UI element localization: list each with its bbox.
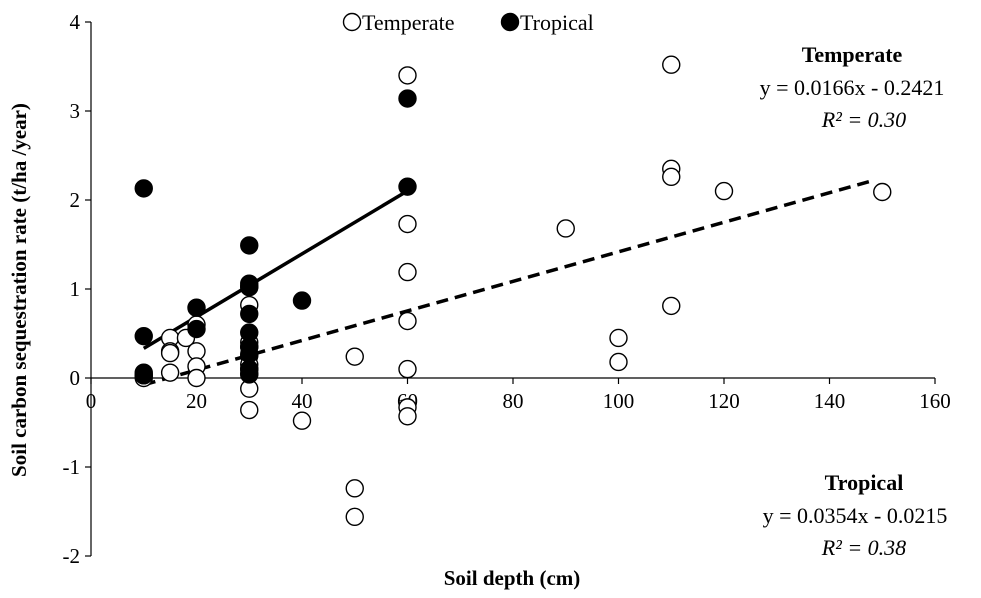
tropical-r-squared: R² = 0.38 [821,535,906,560]
data-point-tropical [188,321,205,338]
x-tick-label: 100 [603,389,635,413]
data-point-temperate [346,348,363,365]
data-point-temperate [399,264,416,281]
temperate-annotation-title: Temperate [802,42,903,67]
x-tick-label: 160 [919,389,951,413]
data-point-tropical [241,305,258,322]
data-point-temperate [188,370,205,387]
x-ticks: 020406080100120140160 [86,378,951,413]
legend: Temperate Tropical [344,10,594,35]
x-tick-label: 120 [708,389,740,413]
data-point-temperate [162,345,179,362]
data-point-temperate [399,361,416,378]
data-point-tropical [135,367,152,384]
legend-label-temperate: Temperate [362,10,455,35]
legend-label-tropical: Tropical [520,10,594,35]
data-point-tropical [399,178,416,195]
legend-marker-tropical [502,14,519,31]
data-point-temperate [399,216,416,233]
data-point-temperate [399,67,416,84]
temperate-r-squared: R² = 0.30 [821,107,906,132]
temperate-annotation: Temperate y = 0.0166x - 0.2421 R² = 0.30 [760,42,945,132]
tropical-equation: y = 0.0354x - 0.0215 [763,503,948,528]
data-point-temperate [610,329,627,346]
legend-marker-temperate [344,14,361,31]
data-point-temperate [716,183,733,200]
y-tick-label: 4 [70,10,81,34]
x-tick-label: 0 [86,389,97,413]
data-point-temperate [346,480,363,497]
y-tick-label: 3 [70,99,81,123]
data-point-tropical [241,278,258,295]
data-point-temperate [663,168,680,185]
data-point-tropical [188,299,205,316]
y-axis-title: Soil carbon sequestration rate (t/ha /ye… [7,103,31,477]
y-ticks: -2 -1 0 1 2 3 4 [63,10,92,568]
y-tick-label: -2 [63,544,81,568]
data-point-tropical [294,292,311,309]
data-point-temperate [399,408,416,425]
data-point-temperate [663,297,680,314]
data-point-temperate [294,412,311,429]
data-point-tropical [241,366,258,383]
tropical-annotation: Tropical y = 0.0354x - 0.0215 R² = 0.38 [763,470,948,560]
x-tick-label: 40 [292,389,313,413]
tropical-annotation-title: Tropical [825,470,904,495]
data-point-temperate [663,56,680,73]
x-tick-label: 80 [503,389,524,413]
data-point-temperate [399,313,416,330]
x-tick-label: 140 [814,389,846,413]
y-tick-label: -1 [63,455,81,479]
data-point-tropical [135,180,152,197]
data-point-temperate [874,183,891,200]
x-tick-label: 20 [186,389,207,413]
trendline-tropical [144,191,408,349]
data-point-tropical [135,328,152,345]
x-axis-title: Soil depth (cm) [444,566,581,590]
data-point-temperate [557,220,574,237]
y-tick-label: 0 [70,366,81,390]
y-tick-label: 1 [70,277,81,301]
data-point-temperate [346,508,363,525]
axes [91,22,935,556]
data-point-tropical [399,90,416,107]
y-tick-label: 2 [70,188,81,212]
temperate-equation: y = 0.0166x - 0.2421 [760,75,945,100]
data-point-temperate [610,353,627,370]
data-point-temperate [162,364,179,381]
data-point-temperate [241,402,258,419]
data-point-tropical [241,237,258,254]
